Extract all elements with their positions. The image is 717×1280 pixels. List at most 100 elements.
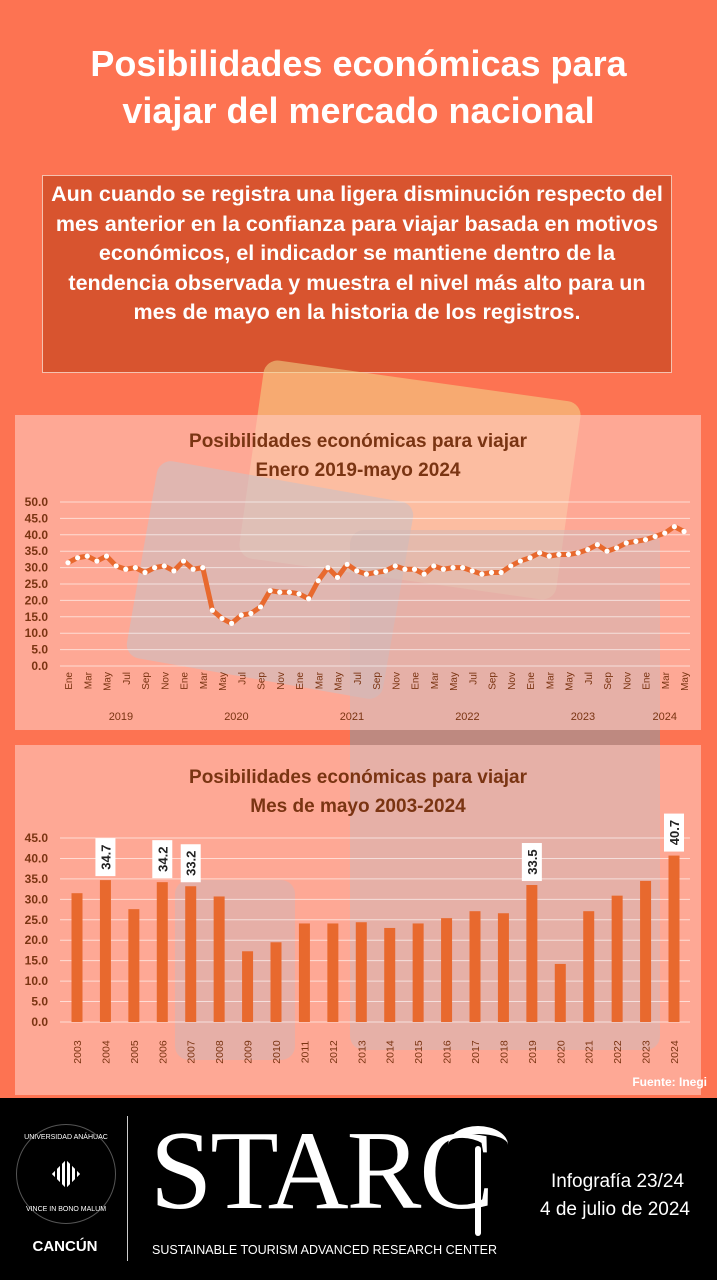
x-tick-label: Sep xyxy=(488,672,499,690)
anahuac-logo: UNIVERSIDAD ANÁHUAC VINCE IN BONO MALUM xyxy=(16,1124,116,1224)
publication-date: 4 de julio de 2024 xyxy=(539,1199,690,1220)
summary-text: Aun cuando se registra una ligera dismin… xyxy=(42,175,672,373)
x-tick-label: Mar xyxy=(545,671,556,689)
bar xyxy=(156,882,168,1022)
x-tick-label: Nov xyxy=(276,672,287,690)
bar xyxy=(583,911,595,1022)
data-point xyxy=(517,558,523,564)
bar xyxy=(611,895,623,1022)
campus-label: CANCÚN xyxy=(32,1238,98,1255)
data-point xyxy=(594,542,600,548)
data-point xyxy=(585,546,591,553)
bar-chart-title: Posibilidades económicas para viajar Mes… xyxy=(189,767,527,817)
x-tick-label: May xyxy=(680,672,691,691)
data-point xyxy=(652,533,658,540)
x-tick-label: Mar xyxy=(83,671,94,689)
bar xyxy=(128,909,140,1022)
data-point xyxy=(123,566,129,572)
y-tick-label: 35.0 xyxy=(25,544,49,558)
x-tick-label: Ene xyxy=(295,672,306,690)
data-point xyxy=(238,612,244,618)
logo-mark-icon xyxy=(51,1159,81,1189)
starc-subtitle: SUSTAINABLE TOURISM ADVANCED RESEARCH CE… xyxy=(152,1243,497,1257)
data-point xyxy=(267,587,273,594)
y-tick-label: 30.0 xyxy=(25,892,49,906)
y-tick-label: 35.0 xyxy=(25,872,49,886)
data-point xyxy=(94,558,100,564)
y-tick-label: 45.0 xyxy=(25,511,49,525)
x-tick-label: May xyxy=(218,672,229,691)
data-label: 40.7 xyxy=(667,820,682,845)
x-tick-label: Mar xyxy=(661,671,672,689)
x-tick-label: 2005 xyxy=(129,1040,141,1064)
x-tick-label: 2015 xyxy=(413,1040,425,1064)
bar xyxy=(270,942,282,1022)
bar xyxy=(526,885,538,1022)
data-label: 34.7 xyxy=(98,844,113,869)
x-tick-label: 2010 xyxy=(271,1040,283,1064)
x-tick-label: Jul xyxy=(468,672,479,685)
y-tick-label: 40.0 xyxy=(25,851,49,865)
data-point xyxy=(180,558,187,564)
data-point xyxy=(383,568,389,574)
x-tick-label: Ene xyxy=(642,672,653,690)
data-point xyxy=(498,569,504,576)
data-point xyxy=(190,566,196,572)
data-point xyxy=(84,553,90,559)
bar xyxy=(384,927,396,1022)
x-tick-label: Jul xyxy=(584,672,595,685)
year-label: 2020 xyxy=(224,711,248,723)
bar xyxy=(441,918,453,1022)
data-point xyxy=(152,565,158,571)
data-point xyxy=(286,589,292,595)
bar xyxy=(412,923,424,1022)
bar xyxy=(469,911,481,1022)
bar xyxy=(355,922,367,1022)
x-tick-label: 2003 xyxy=(72,1040,84,1064)
data-point xyxy=(200,565,206,571)
data-point xyxy=(113,563,119,569)
y-tick-label: 10.0 xyxy=(25,974,49,988)
y-tick-label: 10.0 xyxy=(25,626,49,640)
divider xyxy=(127,1116,128,1261)
data-point xyxy=(325,565,331,571)
data-point xyxy=(277,589,283,595)
data-point xyxy=(642,537,649,543)
data-point xyxy=(421,571,427,577)
year-label: 2023 xyxy=(571,711,595,723)
data-point xyxy=(315,578,321,584)
x-tick-label: Jul xyxy=(237,672,248,685)
x-tick-label: Nov xyxy=(622,672,633,690)
x-tick-label: 2024 xyxy=(669,1040,681,1064)
data-label-bg xyxy=(521,843,542,882)
data-point xyxy=(142,569,148,576)
bar xyxy=(327,923,339,1022)
bar xyxy=(185,886,197,1022)
data-point xyxy=(460,565,466,571)
data-point xyxy=(527,555,533,561)
data-point xyxy=(373,569,379,576)
x-tick-label: 2017 xyxy=(470,1040,482,1064)
year-label: 2021 xyxy=(340,711,364,723)
data-point xyxy=(363,571,369,577)
data-point xyxy=(440,566,446,572)
data-point xyxy=(334,574,341,581)
footer: UNIVERSIDAD ANÁHUAC VINCE IN BONO MALUM … xyxy=(0,1098,717,1280)
x-tick-label: 2008 xyxy=(214,1040,226,1064)
year-label: 2019 xyxy=(109,711,133,723)
charts-layer: 0.0 5.0 10.0 15.0 20.0 25.0 30.0 35.0 40.0 45.0 50… xyxy=(25,495,691,1064)
x-tick-label: Sep xyxy=(257,672,268,690)
y-tick-label: 15.0 xyxy=(25,610,49,624)
data-point xyxy=(565,551,572,558)
y-tick-label: 25.0 xyxy=(25,577,49,591)
x-tick-label: Nov xyxy=(160,672,171,690)
x-tick-label: 2009 xyxy=(243,1040,255,1064)
data-point xyxy=(103,553,110,559)
data-point xyxy=(306,596,312,602)
data-point xyxy=(488,569,495,576)
y-tick-label: 20.0 xyxy=(25,933,49,947)
data-point xyxy=(248,610,254,617)
data-point xyxy=(296,591,302,597)
x-tick-label: Ene xyxy=(180,672,191,690)
data-point xyxy=(431,563,437,569)
